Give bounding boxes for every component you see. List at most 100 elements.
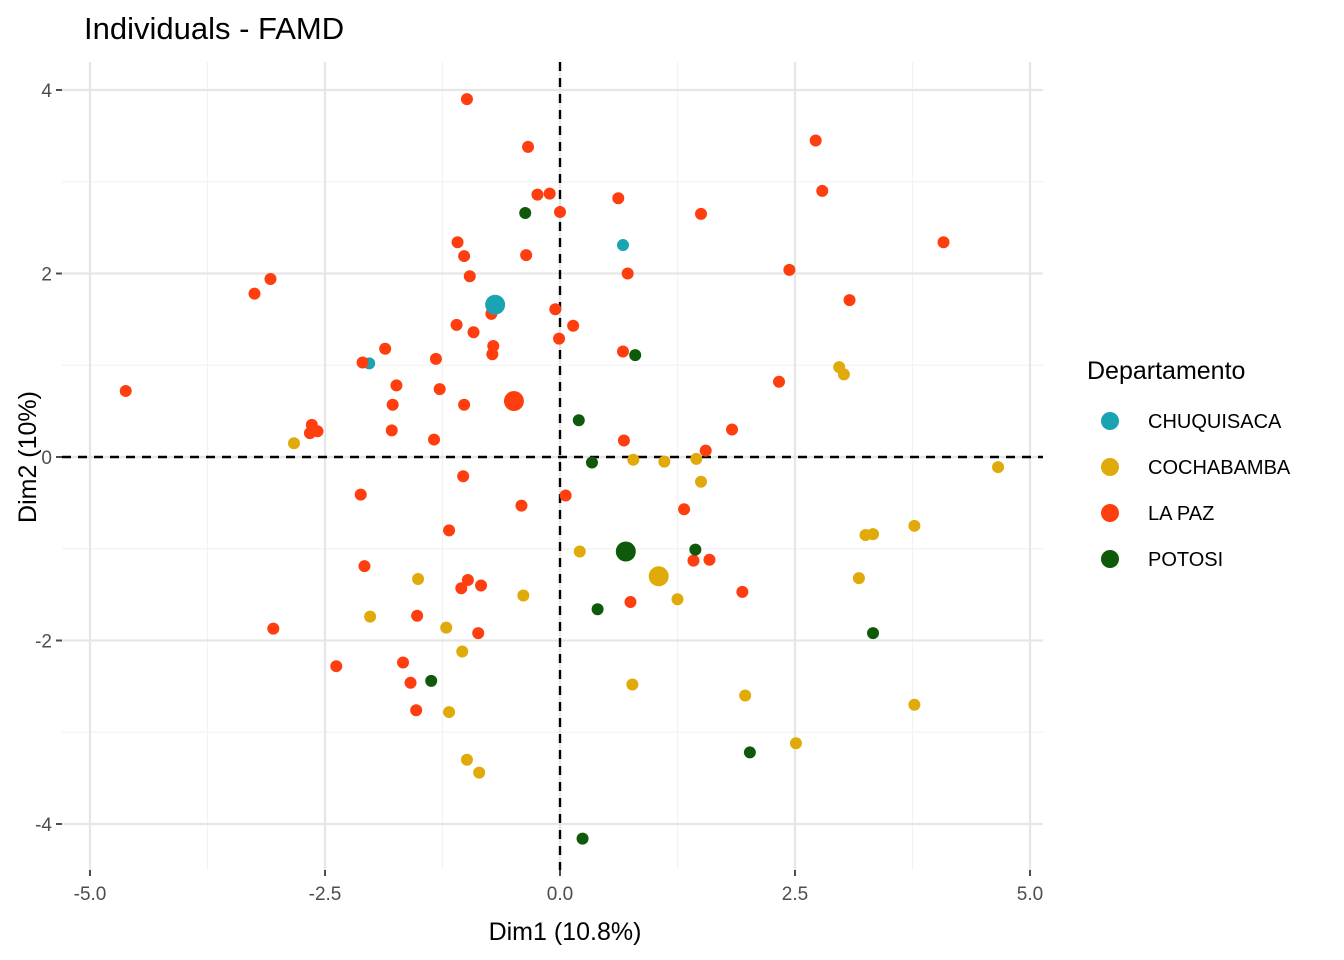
point-cochabamba — [456, 645, 469, 658]
point-la-paz — [433, 383, 446, 396]
point-la-paz — [429, 352, 442, 365]
point-la-paz — [678, 503, 691, 516]
point-la-paz — [358, 560, 371, 573]
point-la-paz — [467, 326, 480, 339]
y-tick-label: 0 — [41, 448, 52, 469]
point-potosi — [425, 674, 438, 687]
point-la-paz — [461, 573, 474, 586]
x-tick-label: -2.5 — [309, 884, 342, 905]
point-la-paz — [773, 375, 786, 388]
point-la-paz — [816, 184, 829, 197]
point-la-paz — [703, 553, 716, 566]
legend-key-la-paz — [1101, 504, 1119, 522]
x-tick-label: 0.0 — [547, 884, 573, 905]
point-la-paz — [553, 332, 566, 345]
y-axis-label: Dim2 (10%) — [14, 391, 42, 523]
point-potosi — [585, 456, 598, 469]
point-la-paz — [736, 585, 749, 598]
point-potosi — [572, 414, 585, 427]
centroid-potosi — [615, 541, 636, 562]
x-tick-label: 2.5 — [782, 884, 808, 905]
point-la-paz — [726, 423, 739, 436]
legend-key-cochabamba — [1101, 458, 1119, 476]
point-la-paz — [520, 249, 533, 262]
point-la-paz — [428, 433, 441, 446]
point-potosi — [743, 746, 756, 759]
point-la-paz — [455, 582, 468, 595]
x-tick-labels: -5.0 -2.5 0.0 2.5 5.0 — [74, 884, 1044, 905]
point-cochabamba — [739, 689, 752, 702]
point-la-paz — [443, 524, 456, 537]
point-potosi — [576, 832, 589, 845]
point-cochabamba — [460, 753, 473, 766]
point-cochabamba — [852, 572, 865, 585]
point-la-paz — [624, 595, 637, 608]
centroid-la-paz — [503, 391, 524, 412]
y-tick-labels: -4 -2 0 2 4 — [35, 81, 52, 836]
point-la-paz — [621, 267, 634, 280]
point-la-paz — [354, 488, 367, 501]
point-la-paz — [267, 622, 280, 635]
point-la-paz — [404, 676, 417, 689]
point-cochabamba — [867, 528, 880, 541]
point-cochabamba — [517, 589, 530, 602]
legend-label-la-paz: LA PAZ — [1148, 503, 1214, 525]
point-potosi — [629, 349, 642, 362]
point-la-paz — [451, 236, 464, 249]
point-cochabamba — [473, 766, 486, 779]
point-la-paz — [567, 319, 580, 332]
point-la-paz — [458, 250, 471, 263]
point-cochabamba — [837, 368, 850, 381]
point-la-paz — [458, 398, 471, 411]
minor-gridlines — [62, 62, 1043, 870]
point-la-paz — [248, 287, 261, 300]
point-la-paz — [531, 188, 544, 201]
point-la-paz — [450, 318, 463, 331]
point-la-paz — [386, 398, 399, 411]
axis-ticks — [56, 89, 1031, 876]
point-cochabamba — [573, 545, 586, 558]
point-la-paz — [411, 609, 424, 622]
point-la-paz — [687, 554, 700, 567]
point-potosi — [689, 543, 702, 556]
legend-key-potosi — [1101, 550, 1119, 568]
data-points — [119, 93, 1005, 845]
point-la-paz — [390, 379, 403, 392]
point-cochabamba — [364, 610, 377, 623]
point-la-paz — [486, 348, 499, 361]
point-la-paz — [695, 207, 707, 220]
legend-label-chuquisaca: CHUQUISACA — [1148, 411, 1282, 433]
point-cochabamba — [908, 519, 921, 532]
legend-items: CHUQUISACA COCHABAMBA LA PAZ POTOSI — [1101, 411, 1291, 571]
legend-key-chuquisaca — [1101, 412, 1119, 430]
x-tick-label: -5.0 — [74, 884, 107, 905]
point-la-paz — [356, 356, 369, 369]
point-la-paz — [397, 656, 410, 669]
point-potosi — [867, 627, 880, 640]
centroid-chuquisaca — [485, 294, 506, 315]
point-la-paz — [264, 273, 277, 286]
point-la-paz — [379, 342, 392, 355]
centroid-cochabamba — [648, 566, 669, 587]
point-la-paz — [460, 93, 473, 106]
chart-title: Individuals - FAMD — [84, 11, 344, 46]
point-cochabamba — [671, 593, 684, 606]
x-axis-label: Dim1 (10.8%) — [489, 918, 642, 946]
point-la-paz — [543, 187, 556, 200]
point-potosi — [591, 603, 604, 616]
x-tick-label: 5.0 — [1017, 884, 1043, 905]
point-cochabamba — [658, 455, 671, 468]
point-la-paz — [549, 303, 562, 316]
point-la-paz — [475, 579, 488, 592]
point-cochabamba — [443, 706, 456, 719]
point-la-paz — [783, 263, 796, 276]
point-la-paz — [410, 704, 423, 717]
point-cochabamba — [626, 678, 639, 691]
point-chuquisaca — [616, 239, 629, 252]
point-la-paz — [303, 427, 316, 440]
point-cochabamba — [992, 461, 1005, 474]
y-tick-label: -4 — [35, 815, 52, 836]
point-la-paz — [616, 345, 629, 358]
point-la-paz — [554, 206, 566, 219]
